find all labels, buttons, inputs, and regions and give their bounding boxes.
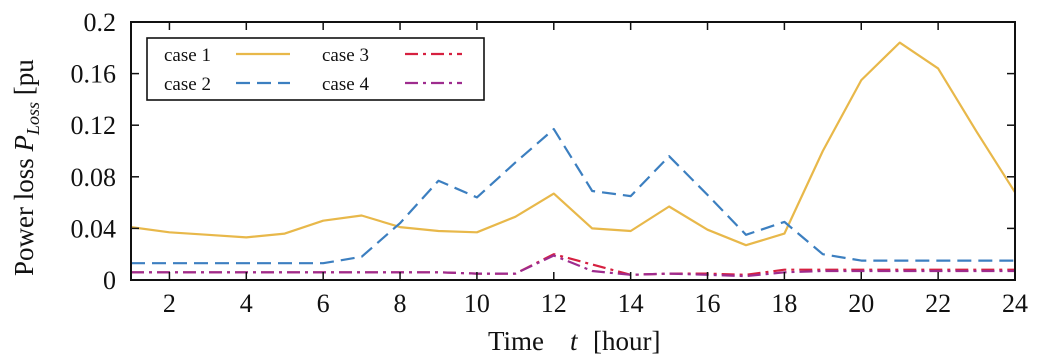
x-tick-label: 4 bbox=[240, 289, 253, 318]
x-tick-label: 6 bbox=[317, 289, 330, 318]
y-axis-title: Power loss PLoss [pu bbox=[9, 59, 43, 276]
x-axis-title-variable: t bbox=[570, 326, 579, 356]
legend-label-case-4: case 4 bbox=[322, 74, 369, 95]
x-tick-label: 18 bbox=[771, 289, 797, 318]
series-line-case-3 bbox=[131, 253, 1015, 276]
x-axis-title-unit: [hour] bbox=[593, 326, 660, 356]
y-tick-label: 0.08 bbox=[71, 163, 117, 192]
x-tick-label: 24 bbox=[1002, 289, 1028, 318]
x-tick-label: 20 bbox=[848, 289, 874, 318]
y-tick-label: 0.04 bbox=[71, 214, 117, 243]
legend-label-case-2: case 2 bbox=[164, 74, 211, 95]
x-tick-label: 16 bbox=[695, 289, 721, 318]
x-tick-label: 22 bbox=[925, 289, 951, 318]
x-tick-label: 2 bbox=[163, 289, 176, 318]
x-tick-label: 8 bbox=[394, 289, 407, 318]
y-tick-label: 0 bbox=[103, 266, 116, 295]
plot-frame bbox=[130, 21, 1016, 281]
legend-box bbox=[146, 37, 485, 101]
y-axis-title-main: Power loss bbox=[9, 151, 39, 276]
series-line-case-2 bbox=[131, 128, 1015, 265]
x-tick-label: 12 bbox=[541, 289, 567, 318]
y-axis-title-subscript: Loss bbox=[23, 102, 43, 136]
y-tick-label: 0.2 bbox=[84, 8, 117, 37]
y-tick-label: 0.16 bbox=[71, 60, 117, 89]
legend-label-case-3: case 3 bbox=[322, 45, 369, 66]
x-tick-label: 14 bbox=[618, 289, 644, 318]
x-axis-title-main: Time bbox=[488, 326, 544, 356]
series-line-case-4 bbox=[131, 254, 1015, 278]
y-tick-label: 0.12 bbox=[71, 111, 117, 140]
plot-lines bbox=[130, 41, 1016, 278]
x-axis-title: Time t [hour] bbox=[488, 326, 660, 356]
y-axis-title-unit: [pu bbox=[9, 59, 39, 102]
legend-label-case-1: case 1 bbox=[164, 45, 211, 66]
series-line-case-1 bbox=[130, 41, 1016, 247]
svg-text:Power loss PLoss [pu: Power loss PLoss [pu bbox=[9, 59, 43, 276]
y-axis-title-variable: P bbox=[9, 135, 39, 153]
x-tick-label: 10 bbox=[464, 289, 490, 318]
legend: case 1 case 2 case 3 case 4 bbox=[146, 37, 485, 101]
